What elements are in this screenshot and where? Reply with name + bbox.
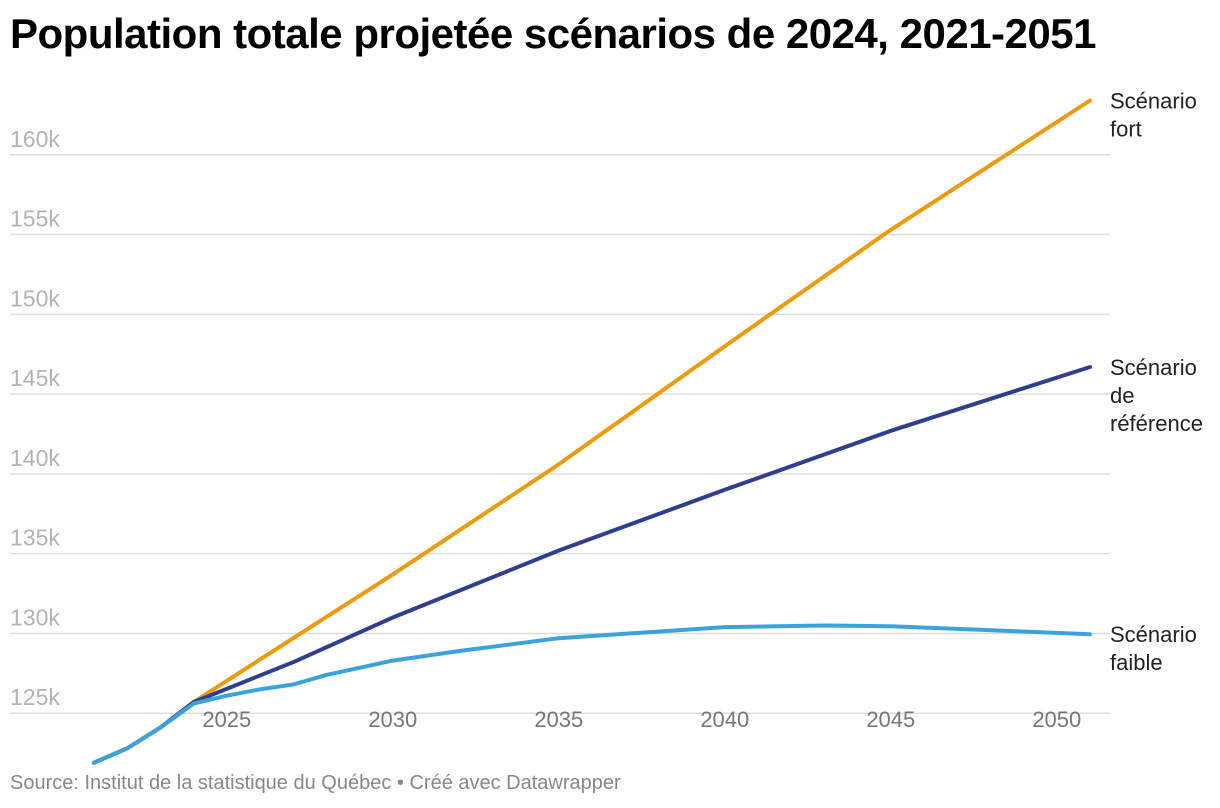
x-tick-label: 2045 bbox=[866, 707, 915, 732]
series-label-line: référence bbox=[1110, 411, 1203, 436]
series-label-line: fort bbox=[1110, 117, 1142, 142]
source-separator: • bbox=[391, 772, 410, 794]
y-tick-label: 160k bbox=[10, 126, 60, 152]
series-line-1 bbox=[92, 365, 1092, 765]
x-tick-label: 2030 bbox=[368, 707, 417, 732]
series-label-line: faible bbox=[1110, 650, 1163, 675]
y-tick-label: 135k bbox=[10, 525, 60, 551]
x-tick-label: 2035 bbox=[534, 707, 583, 732]
series-label-2: Scénario faible bbox=[1110, 622, 1197, 675]
series-label-line: Scénario bbox=[1110, 355, 1197, 380]
series-label-line: Scénario bbox=[1110, 89, 1197, 114]
series-lines bbox=[92, 98, 1092, 765]
source-prefix: Source: bbox=[10, 772, 85, 794]
x-tick-label: 2050 bbox=[1032, 707, 1081, 732]
y-axis-ticks: 125k 130k 135k 140k 145k 150k 155k 160k bbox=[10, 126, 60, 710]
series-line-0 bbox=[92, 98, 1092, 765]
series-line-2 bbox=[92, 623, 1092, 765]
y-tick-label: 155k bbox=[10, 206, 60, 232]
series-label-line: de bbox=[1110, 383, 1134, 408]
y-tick-label: 150k bbox=[10, 285, 60, 311]
series-label-0: Scénario fort bbox=[1110, 89, 1197, 142]
gridlines bbox=[10, 154, 1110, 714]
credit-link[interactable]: Créé avec Datawrapper bbox=[409, 772, 621, 794]
y-tick-label: 145k bbox=[10, 365, 60, 391]
source-link[interactable]: Institut de la statistique du Québec bbox=[84, 772, 392, 794]
series-labels: Scénario fort Scénario de référence Scénario f… bbox=[1110, 89, 1203, 676]
x-axis-ticks: 2025 2030 2035 2040 2045 2050 bbox=[202, 707, 1081, 732]
x-tick-label: 2040 bbox=[700, 707, 749, 732]
series-label-line: Scénario bbox=[1110, 622, 1197, 647]
y-tick-label: 125k bbox=[10, 684, 60, 710]
source-footer: Source: Institut de la statistique du Qu… bbox=[10, 772, 621, 795]
x-tick-label: 2025 bbox=[202, 707, 251, 732]
series-label-1: Scénario de référence bbox=[1110, 355, 1203, 436]
y-tick-label: 130k bbox=[10, 604, 60, 630]
chart-title: Population totale projetée scénarios de … bbox=[10, 10, 1096, 57]
y-tick-label: 140k bbox=[10, 445, 60, 471]
